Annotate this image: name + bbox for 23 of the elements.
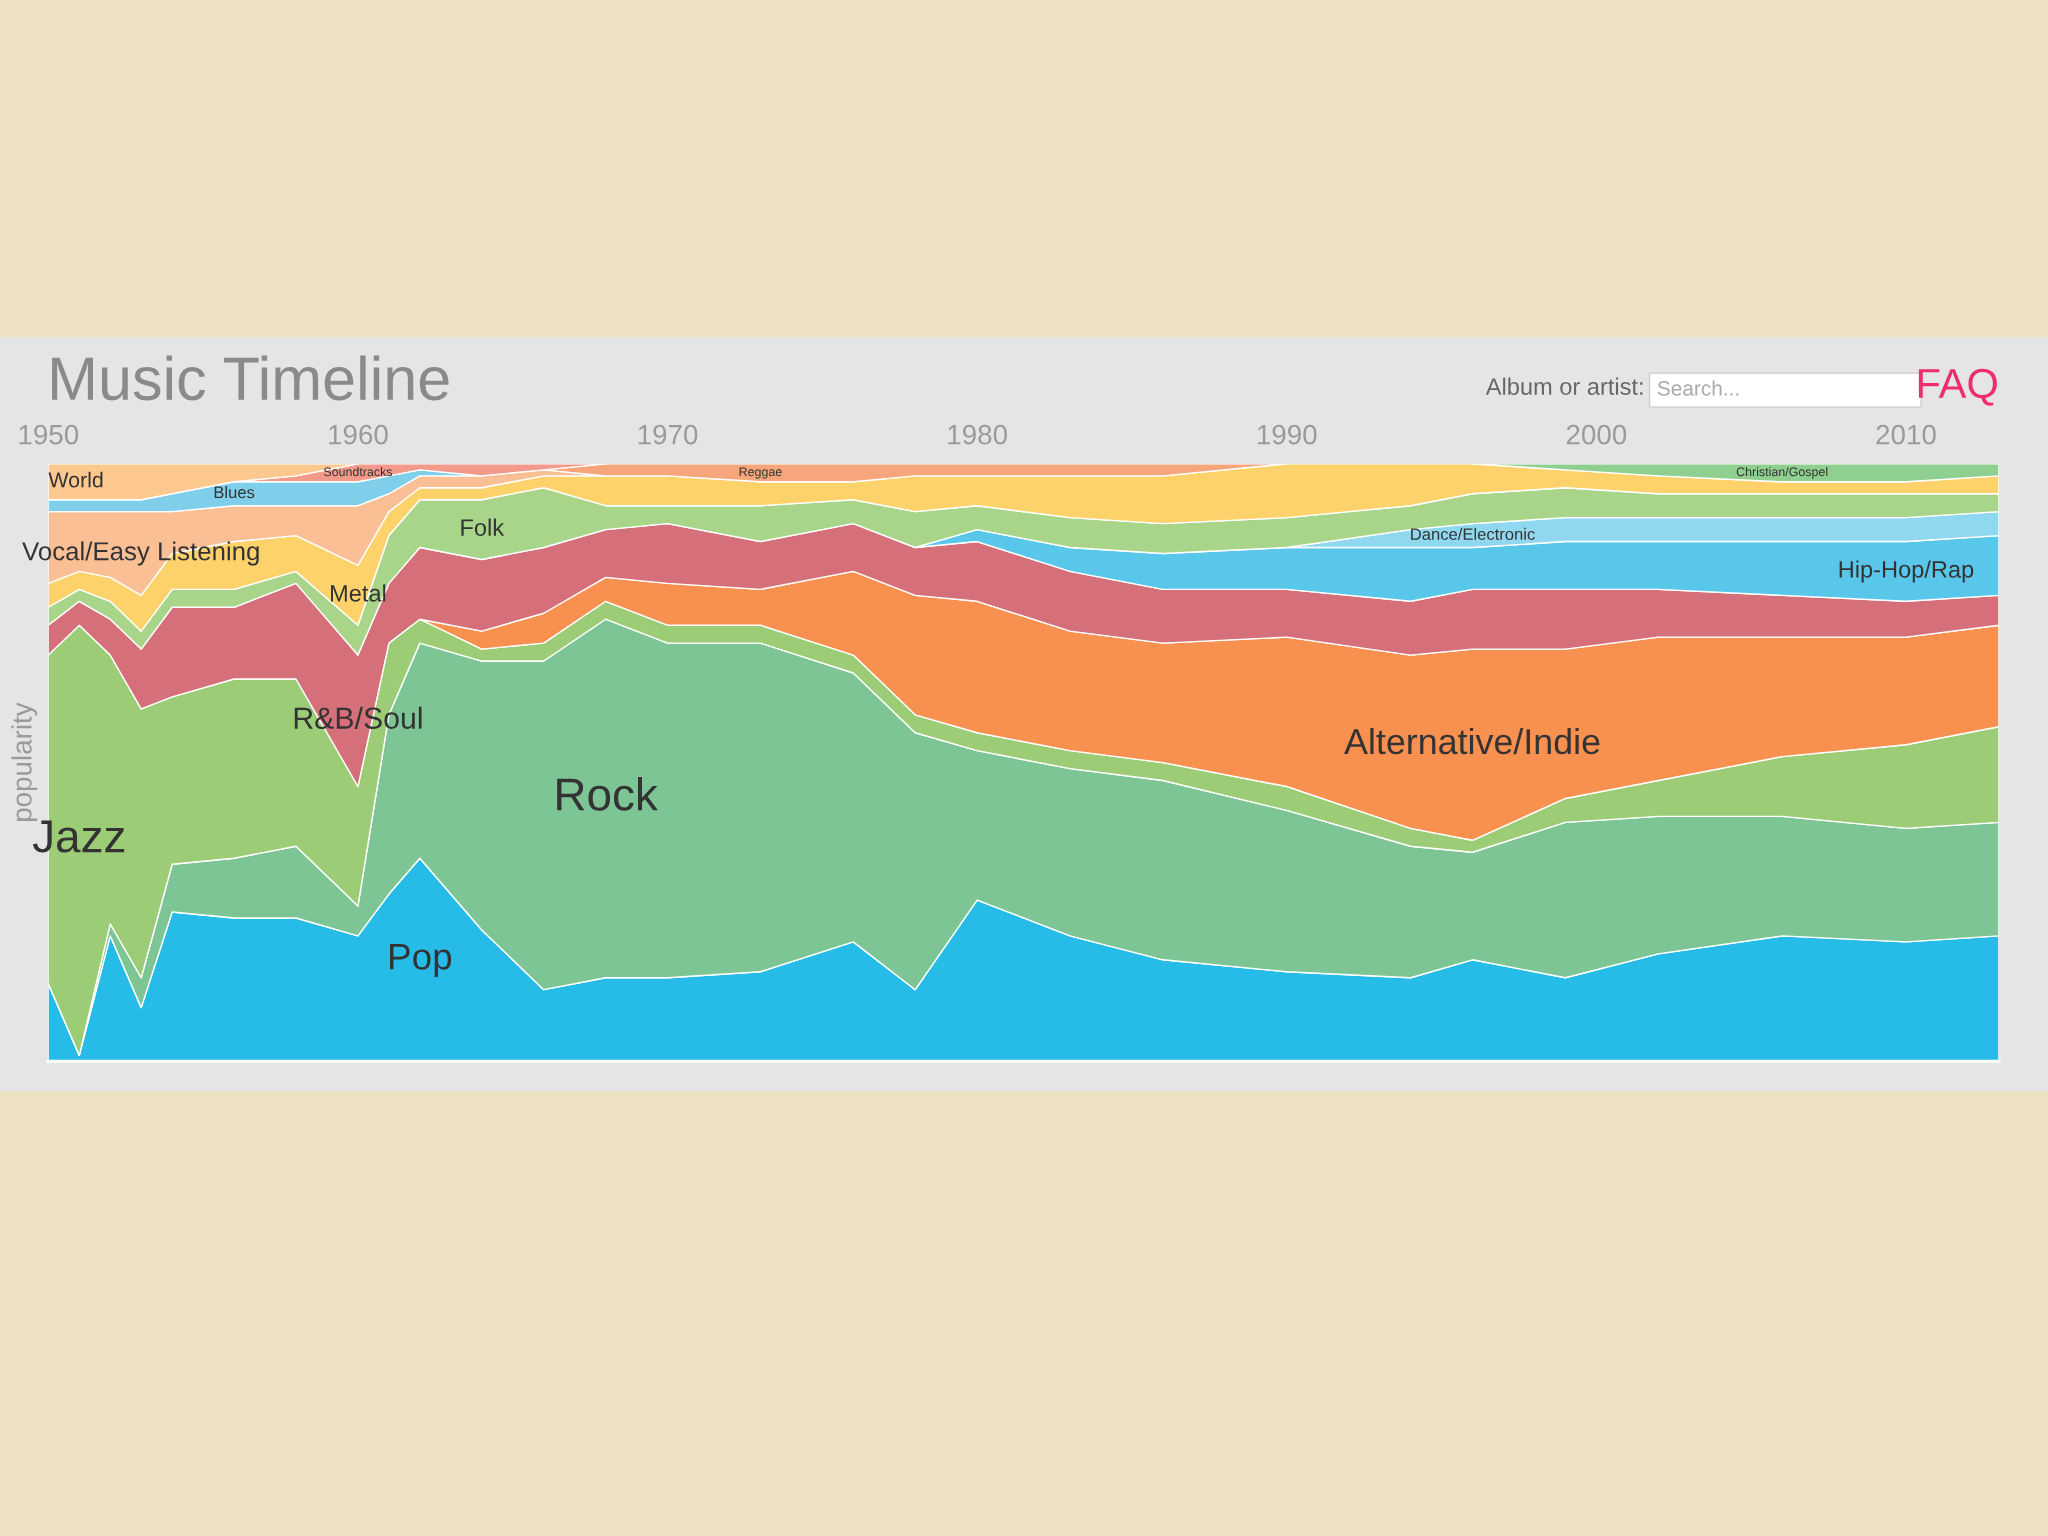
series-label: Christian/Gospel (1736, 467, 1828, 479)
chart-title: Music Timeline (52, 355, 449, 401)
x-tick-label: 2010 (1876, 424, 1936, 445)
series-label: Blues (214, 486, 255, 499)
text: Album or artist: (1485, 377, 1643, 395)
y-axis-title: popularity (11, 702, 38, 822)
series-label: Pop (390, 943, 452, 978)
series-label: Alternative/Indie (1344, 728, 1600, 755)
series-label: Hip-Hop/Rap (1839, 560, 1974, 583)
series-label: Reggae (739, 467, 782, 479)
series-label: Rock (557, 777, 658, 811)
x-tick-label: 1970 (638, 424, 698, 445)
series-label: Folk (461, 518, 505, 536)
text: Search... (1657, 380, 1739, 396)
series-label: World (48, 471, 103, 488)
x-tick-label: 1980 (948, 424, 1007, 445)
text: FAQ (1918, 368, 1997, 406)
x-tick-label: 1960 (329, 424, 388, 445)
series-label: Dance/Electronic (1411, 527, 1535, 541)
x-tick-label: 2000 (1566, 424, 1627, 445)
x-tick-label: 1990 (1257, 424, 1317, 445)
x-tick-label: 1950 (19, 424, 79, 445)
series-label: Soundtracks (323, 467, 393, 477)
